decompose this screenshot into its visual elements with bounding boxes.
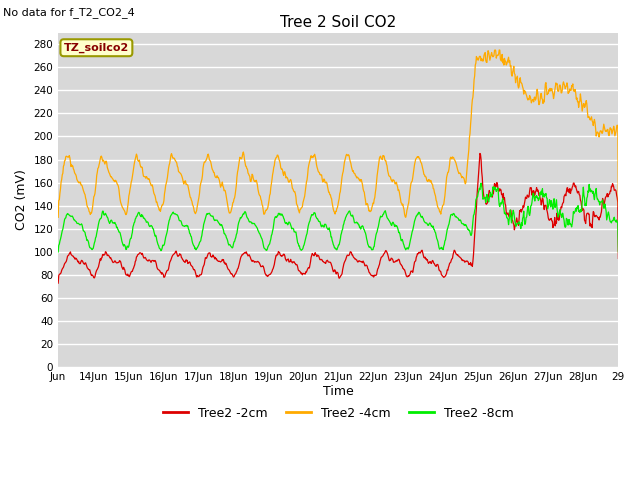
X-axis label: Time: Time <box>323 385 354 398</box>
Title: Tree 2 Soil CO2: Tree 2 Soil CO2 <box>280 15 396 30</box>
Legend: Tree2 -2cm, Tree2 -4cm, Tree2 -8cm: Tree2 -2cm, Tree2 -4cm, Tree2 -8cm <box>157 402 519 425</box>
Y-axis label: CO2 (mV): CO2 (mV) <box>15 169 28 230</box>
Text: TZ_soilco2: TZ_soilco2 <box>64 43 129 53</box>
Text: No data for f_T2_CO2_4: No data for f_T2_CO2_4 <box>3 7 135 18</box>
